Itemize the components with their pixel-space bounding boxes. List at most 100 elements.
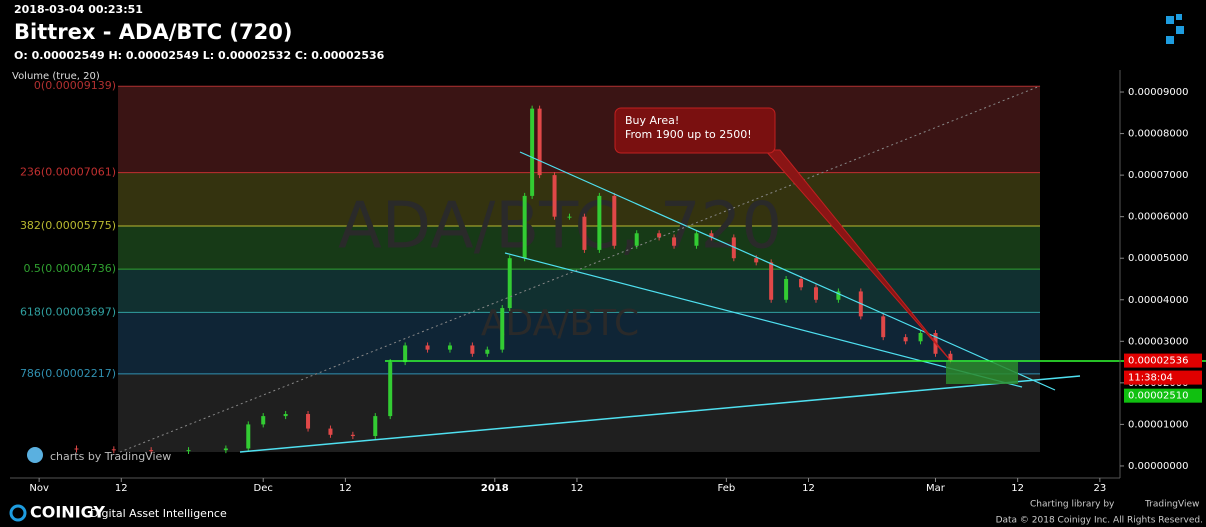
- candle: [306, 414, 311, 429]
- trend-line: [239, 375, 1081, 453]
- fib-trend: [119, 85, 1041, 453]
- watermark-small: ADA/BTC: [481, 303, 639, 344]
- y-tick-label: 0.00004000: [1128, 295, 1188, 306]
- candle: [186, 450, 191, 452]
- buy-area: [946, 362, 1018, 384]
- candle: [283, 414, 288, 417]
- candle: [597, 195, 602, 250]
- fib-band: [118, 312, 1040, 374]
- tv-logo: [27, 447, 43, 463]
- y-tick-label: 0.00008000: [1128, 129, 1188, 140]
- candle: [657, 233, 662, 238]
- candle: [388, 362, 393, 417]
- candle: [731, 237, 736, 259]
- candle: [507, 258, 512, 309]
- candle: [903, 337, 908, 342]
- x-tick-label: 12: [802, 483, 815, 494]
- candle: [769, 262, 774, 300]
- candle: [74, 448, 79, 450]
- candle: [918, 332, 923, 342]
- fib-label: 236(0.00007061): [20, 166, 116, 179]
- candle: [881, 316, 886, 338]
- fib-band: [118, 269, 1040, 313]
- candle: [709, 233, 714, 238]
- candle: [223, 448, 228, 451]
- y-tick-label: 0.00003000: [1128, 336, 1188, 347]
- candle: [813, 287, 818, 300]
- ohlc: O: 0.00002549 H: 0.00002549 L: 0.0000253…: [14, 49, 385, 62]
- y-tick-label: 0.00007000: [1128, 170, 1188, 181]
- x-tick-label: 2018: [481, 483, 509, 494]
- fib-band: [118, 226, 1040, 270]
- price-label-bg: [1124, 370, 1202, 385]
- candle: [530, 108, 535, 196]
- annotation-box: [614, 107, 776, 154]
- candle: [328, 428, 333, 435]
- candle: [403, 345, 408, 363]
- candle: [754, 258, 759, 263]
- y-tick-label: 0.00006000: [1128, 212, 1188, 223]
- candle: [111, 449, 116, 451]
- candle: [149, 450, 154, 452]
- x-tick-label: Nov: [29, 483, 49, 494]
- price-label: 0.00002510: [1128, 391, 1188, 402]
- y-tick-label: 0.00001000: [1128, 419, 1188, 430]
- y-tick-label: 0.00009000: [1128, 87, 1188, 98]
- candle: [552, 175, 557, 217]
- copyright: Data © 2018 Coinigy Inc. All Rights Rese…: [996, 516, 1203, 526]
- annotation: Buy Area! From 1900 up to 2500!: [625, 114, 752, 141]
- candle: [522, 195, 527, 259]
- fib-band: [118, 373, 1040, 452]
- x-tick-label: 12: [115, 483, 128, 494]
- fib-band: [118, 86, 1040, 173]
- x-tick-label: 12: [1011, 483, 1024, 494]
- x-tick-label: 12: [571, 483, 584, 494]
- price-label: 11:38:04: [1128, 373, 1173, 384]
- tradingview: TradingView: [1144, 500, 1199, 510]
- candle: [470, 345, 475, 354]
- candle: [948, 353, 953, 361]
- x-tick-label: 12: [339, 483, 352, 494]
- candle: [634, 233, 639, 246]
- fib-label: 382(0.00005775): [20, 219, 116, 232]
- brand-icon: [9, 504, 27, 522]
- price-label-bg: [1124, 353, 1202, 368]
- candle: [500, 308, 505, 350]
- candle: [582, 216, 587, 250]
- y-tick-label: 0.00000000: [1128, 461, 1188, 472]
- charting-by: Charting library by: [1030, 500, 1115, 510]
- fib-band: [118, 172, 1040, 227]
- timestamp: 2018-03-04 00:23:51: [14, 3, 143, 16]
- x-tick-label: Mar: [926, 483, 946, 494]
- brand: COINIGY: [30, 503, 105, 522]
- price-label: 0.00002536: [1128, 356, 1188, 367]
- candle: [567, 216, 572, 218]
- candle: [694, 233, 699, 246]
- candle: [246, 424, 251, 449]
- logo: [1166, 14, 1184, 44]
- fib-label: 0(0.00009139): [34, 79, 116, 92]
- fib-label: 618(0.00003697): [20, 305, 116, 318]
- trend-line: [519, 151, 1056, 391]
- candle: [612, 195, 617, 246]
- candle: [672, 237, 677, 246]
- fib-label: 0.5(0.00004736): [23, 262, 116, 275]
- y-tick-label: 0.00005000: [1128, 253, 1188, 264]
- volume-label: Volume (true, 20): [12, 71, 100, 82]
- title: Bittrex - ADA/BTC (720): [14, 20, 292, 44]
- candle: [784, 278, 789, 300]
- x-tick-label: Feb: [717, 483, 735, 494]
- trend-line: [504, 252, 1023, 388]
- fib-label: 786(0.00002217): [20, 367, 116, 380]
- candle: [447, 345, 452, 350]
- price-label-bg: [1124, 388, 1202, 403]
- candle: [261, 416, 266, 425]
- candle: [537, 108, 542, 176]
- candle: [485, 349, 490, 354]
- x-tick-label: Dec: [254, 483, 273, 494]
- tagline: Digital Asset Intelligence: [90, 507, 227, 520]
- candle: [836, 291, 841, 300]
- candle: [373, 416, 378, 437]
